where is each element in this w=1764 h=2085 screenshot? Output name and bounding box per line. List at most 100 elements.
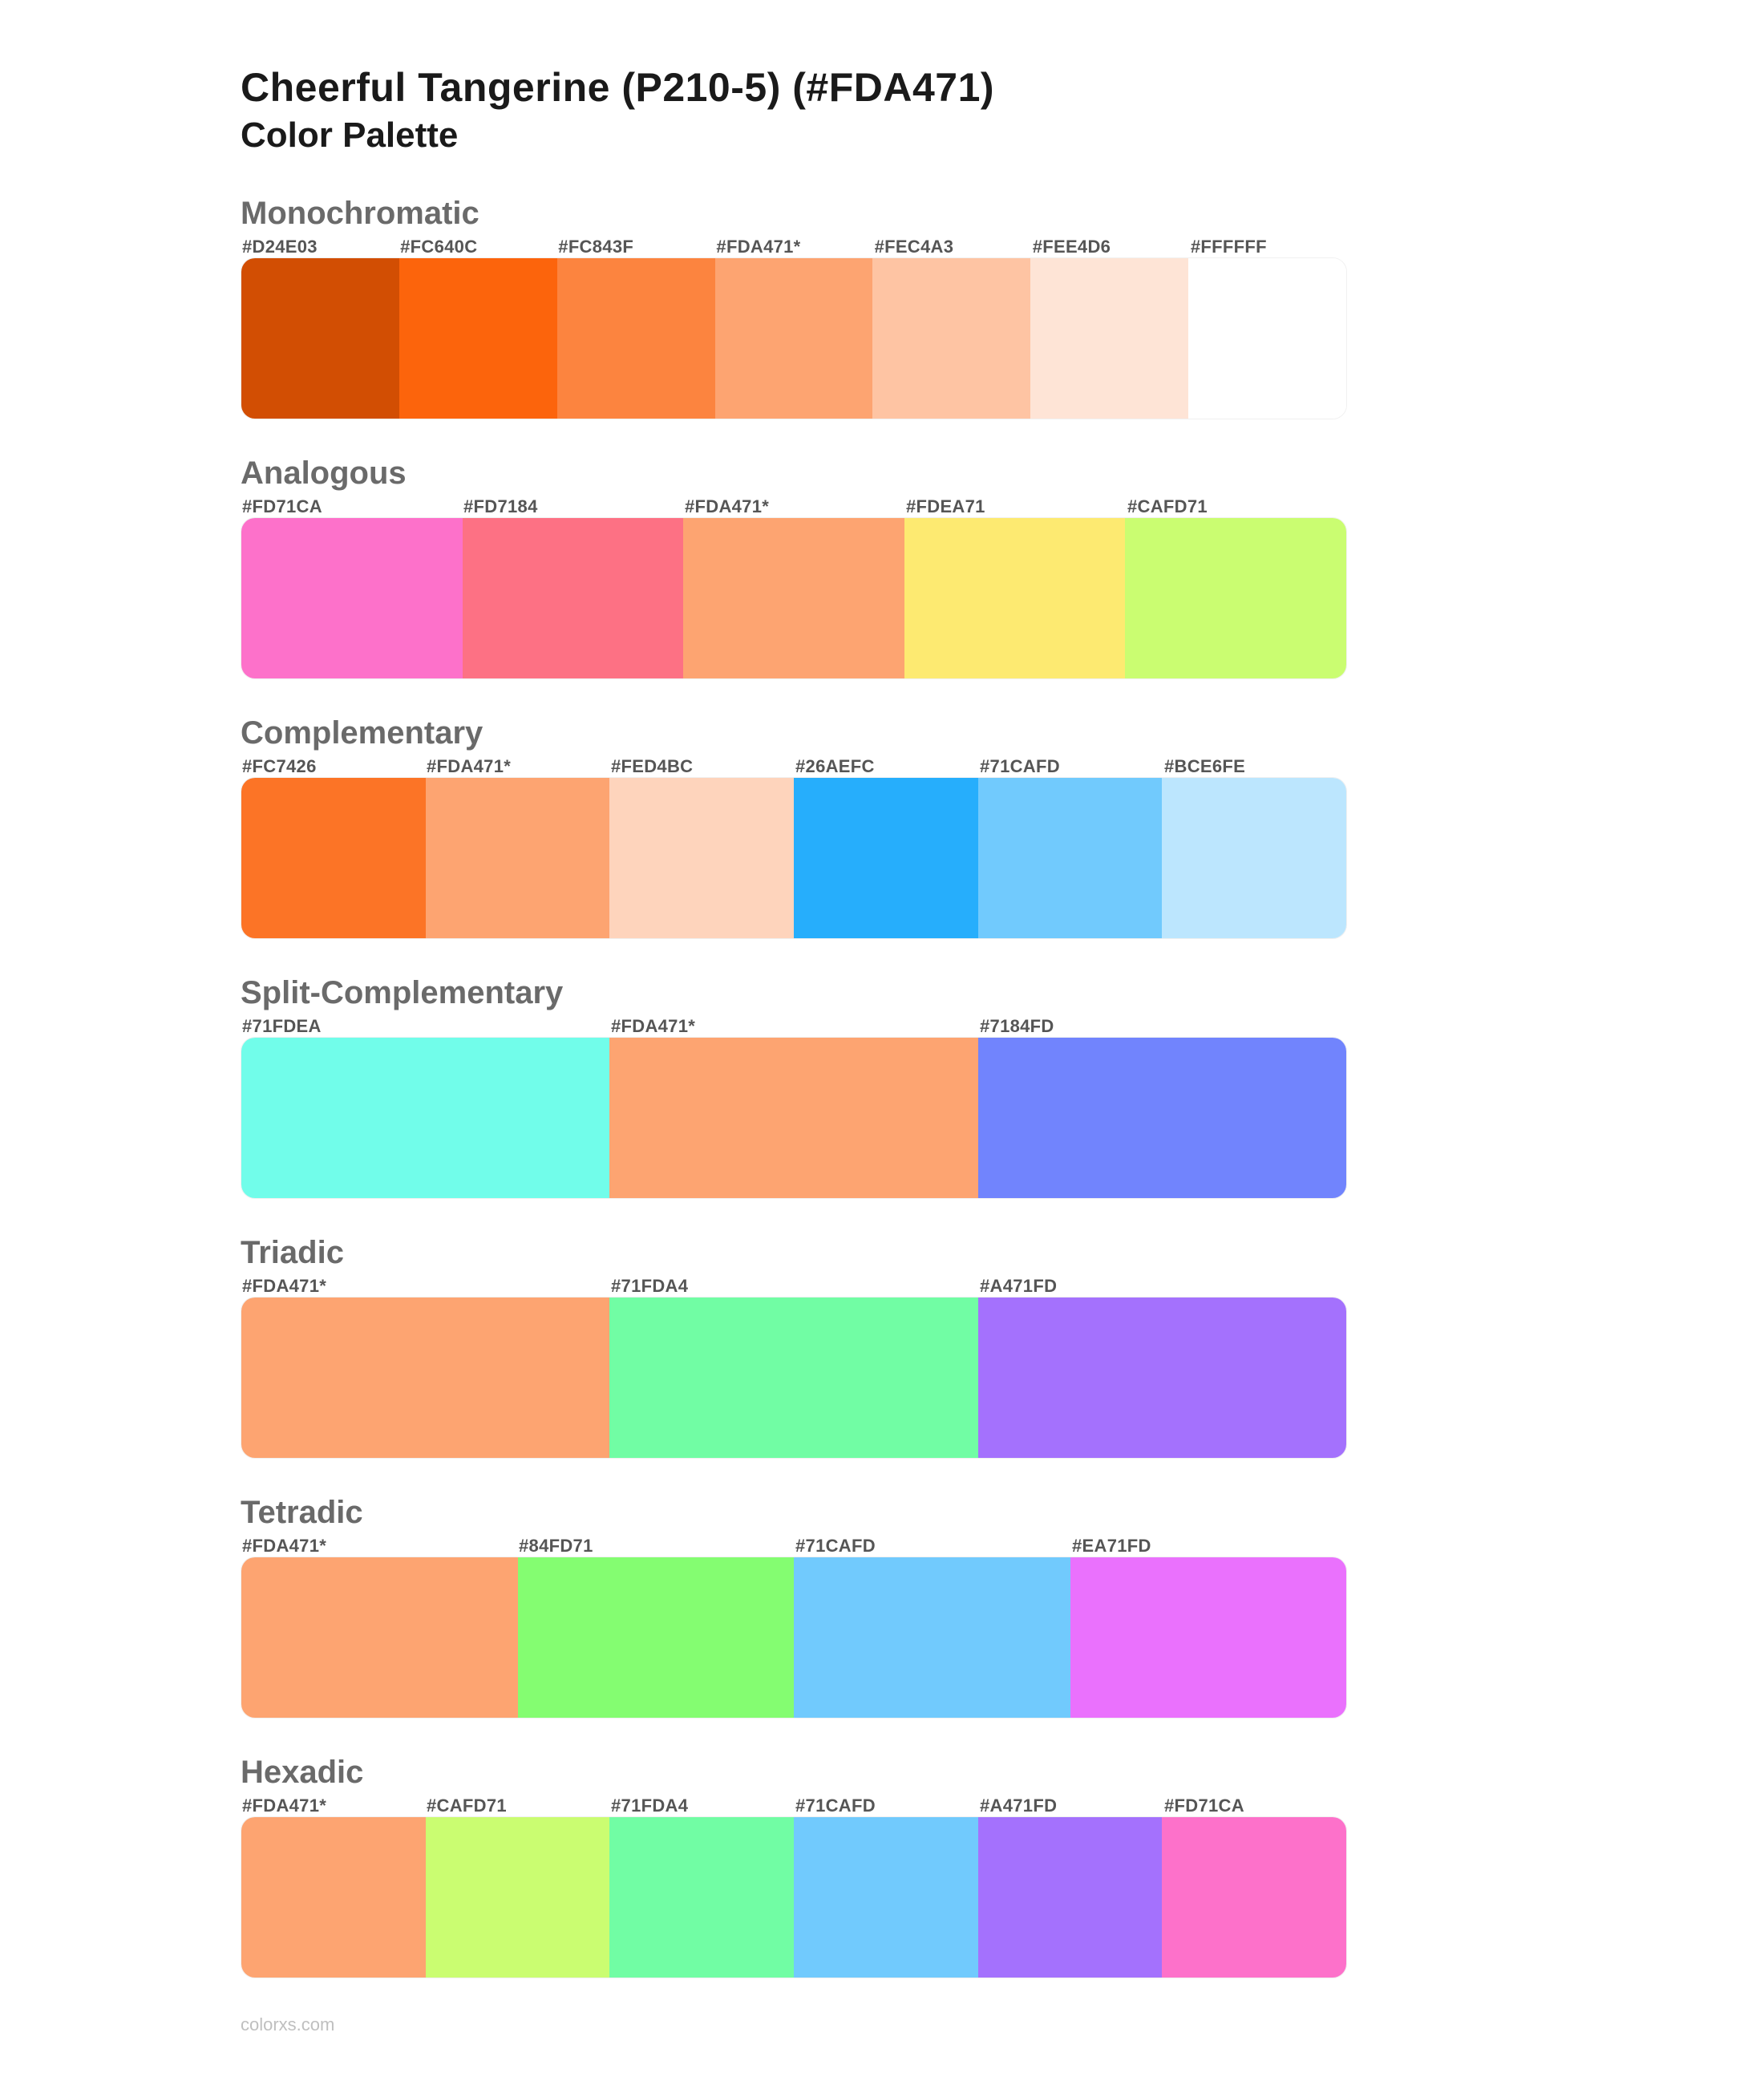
swatch-label: #FDEA71 (904, 496, 1126, 517)
color-swatch[interactable] (426, 1817, 610, 1978)
color-swatch[interactable] (872, 258, 1030, 419)
color-swatch[interactable] (683, 518, 904, 678)
swatch-label: #71CAFD (794, 1536, 1070, 1557)
section-title: Hexadic (241, 1755, 1523, 1791)
swatch-label: #FC7426 (241, 756, 425, 777)
swatch-label: #7184FD (978, 1016, 1347, 1037)
swatch-labels-row: #FDA471*#71FDA4#A471FD (241, 1276, 1347, 1297)
color-swatch[interactable] (978, 778, 1163, 938)
color-swatch[interactable] (241, 258, 399, 419)
swatch-label: #A471FD (978, 1276, 1347, 1297)
color-swatch[interactable] (1125, 518, 1346, 678)
page-title: Cheerful Tangerine (P210-5) (#FDA471) (241, 64, 1523, 111)
swatch-label: #71CAFD (978, 756, 1163, 777)
color-swatch[interactable] (1188, 258, 1346, 419)
color-swatch[interactable] (241, 518, 463, 678)
swatch-label: #FDA471* (241, 1276, 609, 1297)
color-swatch[interactable] (518, 1557, 795, 1718)
swatch-labels-row: #D24E03#FC640C#FC843F#FDA471*#FEC4A3#FEE… (241, 237, 1347, 257)
palette-section: Tetradic #FDA471*#84FD71#71CAFD#EA71FD (241, 1495, 1523, 1719)
color-swatch[interactable] (241, 1298, 609, 1458)
color-swatch[interactable] (241, 778, 426, 938)
swatch-label: #FC843F (556, 237, 714, 257)
palette-section: Monochromatic #D24E03#FC640C#FC843F#FDA47… (241, 196, 1523, 419)
section-title: Split-Complementary (241, 975, 1523, 1011)
color-swatch[interactable] (1162, 778, 1346, 938)
color-swatch[interactable] (463, 518, 684, 678)
swatch-label: #FD7184 (462, 496, 683, 517)
swatch-labels-row: #FC7426#FDA471*#FED4BC#26AEFC#71CAFD#BCE… (241, 756, 1347, 777)
swatch-row (241, 1037, 1347, 1199)
swatch-label: #CAFD71 (1126, 496, 1347, 517)
swatch-label: #A471FD (978, 1796, 1163, 1816)
swatch-label: #71FDA4 (609, 1796, 794, 1816)
section-title: Complementary (241, 715, 1523, 751)
color-swatch[interactable] (715, 258, 873, 419)
swatch-label: #EA71FD (1070, 1536, 1347, 1557)
swatch-row (241, 517, 1347, 679)
swatch-row (241, 1297, 1347, 1459)
swatch-label: #FC640C (399, 237, 556, 257)
swatch-label: #FDA471* (714, 237, 872, 257)
color-swatch[interactable] (978, 1817, 1163, 1978)
color-swatch[interactable] (1162, 1817, 1346, 1978)
swatch-label: #FD71CA (241, 496, 462, 517)
swatch-label: #71CAFD (794, 1796, 978, 1816)
swatch-label: #BCE6FE (1163, 756, 1347, 777)
color-swatch[interactable] (609, 1817, 794, 1978)
swatch-label: #FEC4A3 (873, 237, 1031, 257)
color-swatch[interactable] (794, 1817, 978, 1978)
color-swatch[interactable] (978, 1038, 1346, 1198)
color-swatch[interactable] (904, 518, 1126, 678)
section-title: Monochromatic (241, 196, 1523, 232)
color-swatch[interactable] (241, 1817, 426, 1978)
color-swatch[interactable] (1070, 1557, 1347, 1718)
swatch-row (241, 257, 1347, 419)
swatch-label: #FED4BC (609, 756, 794, 777)
swatch-label: #CAFD71 (425, 1796, 609, 1816)
swatch-row (241, 1816, 1347, 1978)
color-swatch[interactable] (609, 1298, 977, 1458)
swatch-label: #71FDA4 (609, 1276, 978, 1297)
section-title: Analogous (241, 455, 1523, 492)
swatch-label: #26AEFC (794, 756, 978, 777)
color-swatch[interactable] (978, 1298, 1346, 1458)
swatch-labels-row: #FD71CA#FD7184#FDA471*#FDEA71#CAFD71 (241, 496, 1347, 517)
color-swatch[interactable] (241, 1557, 518, 1718)
color-swatch[interactable] (557, 258, 715, 419)
swatch-label: #FDA471* (241, 1796, 425, 1816)
color-swatch[interactable] (794, 1557, 1070, 1718)
swatch-row (241, 1557, 1347, 1719)
palette-section: Hexadic #FDA471*#CAFD71#71FDA4#71CAFD#A47… (241, 1755, 1523, 1978)
palette-section: Triadic #FDA471*#71FDA4#A471FD (241, 1235, 1523, 1459)
color-swatch[interactable] (241, 1038, 609, 1198)
swatch-label: #D24E03 (241, 237, 399, 257)
section-title: Tetradic (241, 1495, 1523, 1531)
color-swatch[interactable] (1030, 258, 1188, 419)
swatch-labels-row: #71FDEA#FDA471*#7184FD (241, 1016, 1347, 1037)
palette-sections: Monochromatic#D24E03#FC640C#FC843F#FDA47… (241, 196, 1523, 1978)
swatch-label: #84FD71 (517, 1536, 794, 1557)
swatch-row (241, 777, 1347, 939)
swatch-labels-row: #FDA471*#CAFD71#71FDA4#71CAFD#A471FD#FD7… (241, 1796, 1347, 1816)
color-swatch[interactable] (609, 1038, 977, 1198)
footer-credit: colorxs.com (241, 2014, 1523, 2035)
swatch-label: #FDA471* (241, 1536, 517, 1557)
color-swatch[interactable] (794, 778, 978, 938)
swatch-labels-row: #FDA471*#84FD71#71CAFD#EA71FD (241, 1536, 1347, 1557)
page-subtitle: Color Palette (241, 115, 1523, 156)
palette-section: Analogous #FD71CA#FD7184#FDA471*#FDEA71#C… (241, 455, 1523, 679)
palette-section: Complementary #FC7426#FDA471*#FED4BC#26AE… (241, 715, 1523, 939)
swatch-label: #FDA471* (425, 756, 609, 777)
swatch-label: #FFFFFF (1189, 237, 1347, 257)
color-swatch[interactable] (609, 778, 794, 938)
color-swatch[interactable] (426, 778, 610, 938)
swatch-label: #FDA471* (609, 1016, 978, 1037)
swatch-label: #FEE4D6 (1031, 237, 1189, 257)
swatch-label: #71FDEA (241, 1016, 609, 1037)
swatch-label: #FD71CA (1163, 1796, 1347, 1816)
palette-section: Split-Complementary #71FDEA#FDA471*#7184F… (241, 975, 1523, 1199)
color-swatch[interactable] (399, 258, 557, 419)
section-title: Triadic (241, 1235, 1523, 1271)
swatch-label: #FDA471* (683, 496, 904, 517)
